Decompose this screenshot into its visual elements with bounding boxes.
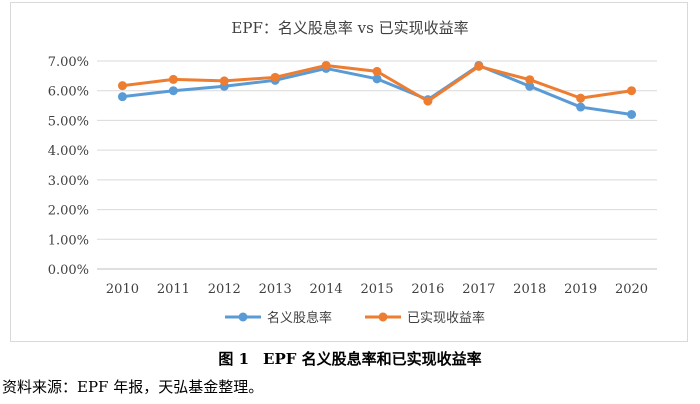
y-tick-label: 3.00% [48, 174, 89, 189]
data-point-series-2 [525, 75, 535, 85]
legend-marker-2 [378, 312, 388, 322]
legend-label-1: 名义股息率 [267, 310, 332, 326]
x-axis-ticks: 2010 2011 2012 2013 2014 2015 2016 2017 2018 2019… [106, 282, 648, 297]
data-point-series-2 [321, 60, 331, 70]
legend-label-2: 已实现收益率 [407, 310, 485, 326]
data-point-series-1 [525, 81, 535, 91]
data-point-series-1 [372, 74, 382, 84]
x-tick-label: 2013 [259, 282, 292, 297]
series-lines [117, 60, 637, 119]
data-point-series-2 [270, 72, 280, 82]
data-point-series-2 [576, 93, 586, 103]
y-tick-label: 6.00% [48, 85, 89, 100]
source-note: 资料来源：EPF 年报，天弘基金整理。 [2, 378, 264, 396]
figure-caption: 图 1 EPF 名义股息率和已实现收益率 [0, 348, 700, 369]
x-tick-label: 2018 [513, 282, 546, 297]
chart-title: EPF：名义股息率 vs 已实现收益率 [231, 19, 468, 37]
line-chart: EPF：名义股息率 vs 已实现收益率 0.00% 1.00% 2.00% 3.00%… [48, 19, 657, 326]
x-tick-label: 2014 [310, 282, 343, 297]
data-point-series-2 [423, 96, 433, 106]
y-tick-label: 1.00% [48, 233, 89, 248]
x-tick-label: 2020 [615, 282, 648, 297]
x-tick-label: 2011 [157, 282, 190, 297]
chart-frame: EPF：名义股息率 vs 已实现收益率 0.00% 1.00% 2.00% 3.00%… [10, 2, 688, 342]
y-axis-ticks: 0.00% 1.00% 2.00% 3.00% 4.00% 5.00% 6.00% 7.00% [48, 55, 89, 278]
figure-caption-text: EPF 名义股息率和已实现收益率 [263, 350, 482, 368]
y-tick-label: 7.00% [48, 55, 89, 70]
x-tick-label: 2010 [106, 282, 139, 297]
data-point-series-2 [474, 61, 484, 71]
x-tick-label: 2019 [564, 282, 597, 297]
x-tick-label: 2015 [360, 282, 393, 297]
y-tick-label: 4.00% [48, 144, 89, 159]
data-point-series-1 [117, 92, 127, 102]
legend: 名义股息率 已实现收益率 [225, 310, 485, 326]
data-point-series-1 [627, 109, 637, 119]
data-point-series-2 [117, 81, 127, 91]
y-tick-label: 5.00% [48, 114, 89, 129]
data-point-series-2 [627, 86, 637, 96]
data-point-series-2 [168, 74, 178, 84]
y-tick-label: 0.00% [48, 263, 89, 278]
y-tick-label: 2.00% [48, 204, 89, 219]
legend-marker-1 [238, 312, 248, 322]
figure-number: 图 1 [218, 350, 250, 368]
x-tick-label: 2016 [411, 282, 444, 297]
data-point-series-2 [372, 66, 382, 76]
data-point-series-1 [168, 86, 178, 96]
data-point-series-2 [219, 76, 229, 86]
data-point-series-1 [576, 102, 586, 112]
x-tick-label: 2017 [462, 282, 495, 297]
x-tick-label: 2012 [208, 282, 241, 297]
gridlines [97, 60, 657, 270]
